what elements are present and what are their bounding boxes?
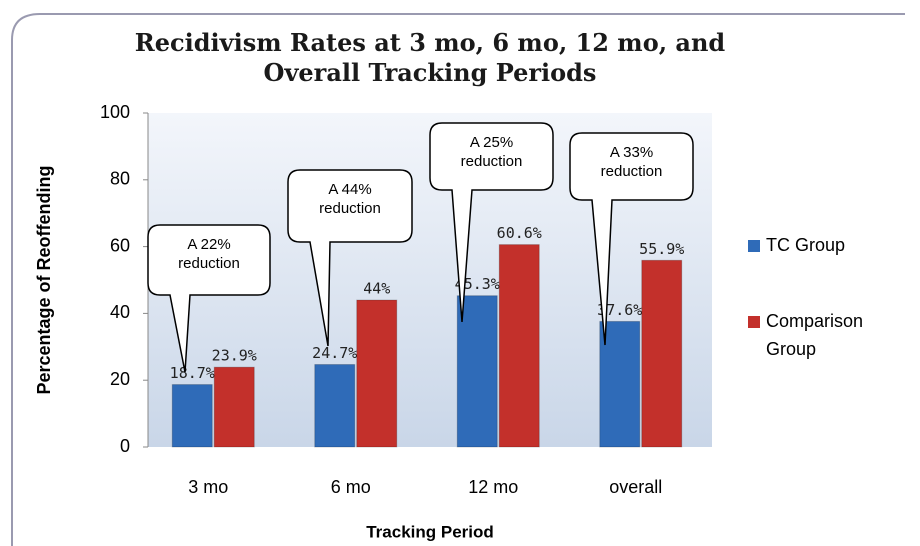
bar bbox=[599, 320, 641, 448]
y-axis-title: Percentage of Reoffending bbox=[34, 165, 54, 394]
callout-shape bbox=[287, 169, 413, 347]
x-tick-label: overall bbox=[609, 477, 662, 497]
y-tick-label: 100 bbox=[100, 102, 130, 122]
x-axis-title: Tracking Period bbox=[366, 522, 494, 541]
y-tick-label: 60 bbox=[110, 235, 130, 255]
data-label: 18.7% bbox=[170, 364, 215, 382]
x-tick-label: 12 mo bbox=[468, 477, 518, 497]
bar bbox=[171, 384, 213, 448]
x-tick-label: 3 mo bbox=[188, 477, 228, 497]
bar bbox=[456, 295, 498, 448]
y-tick-label: 0 bbox=[120, 436, 130, 456]
legend-label: Comparison Group bbox=[766, 311, 864, 359]
data-label: 45.3% bbox=[455, 275, 500, 293]
annotation: A 33% reduction bbox=[600, 144, 663, 180]
callout-shape bbox=[569, 132, 694, 346]
data-label: 55.9% bbox=[639, 240, 684, 258]
legend-label: TC Group bbox=[766, 235, 846, 255]
bar bbox=[641, 259, 683, 448]
data-label: 37.6% bbox=[597, 301, 642, 319]
data-label: 60.6% bbox=[497, 224, 542, 242]
legend-swatch bbox=[748, 240, 760, 252]
chart-title: Recidivism Rates at 3 mo, 6 mo, 12 mo, a… bbox=[134, 28, 726, 87]
callout-shape bbox=[147, 224, 271, 373]
x-tick-label: 6 mo bbox=[331, 477, 371, 497]
bar bbox=[356, 299, 398, 448]
bar bbox=[498, 244, 540, 448]
bar bbox=[314, 364, 356, 448]
annotation: A 44% reduction bbox=[319, 181, 381, 217]
data-label: 44% bbox=[363, 280, 390, 298]
annotation: A 22% reduction bbox=[178, 236, 240, 272]
bar bbox=[213, 366, 255, 448]
legend-swatch bbox=[748, 316, 760, 328]
y-tick-label: 40 bbox=[110, 302, 130, 322]
frame bbox=[11, 13, 905, 546]
y-tick-label: 80 bbox=[110, 169, 130, 189]
data-label: 24.7% bbox=[312, 344, 357, 362]
y-tick-label: 20 bbox=[110, 369, 130, 389]
data-label: 23.9% bbox=[212, 347, 257, 365]
annotation: A 25% reduction bbox=[460, 134, 523, 170]
callout-shape bbox=[429, 122, 554, 323]
